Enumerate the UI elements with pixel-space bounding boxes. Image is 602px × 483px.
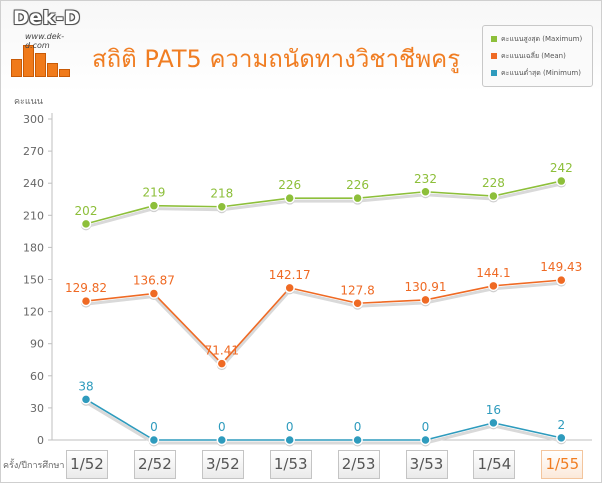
data-point	[148, 288, 160, 299]
y-tick-label: 0	[37, 434, 44, 447]
data-label: 0	[286, 420, 294, 434]
data-point	[488, 190, 499, 202]
chart-title: สถิติ PAT5 ความถนัดทางวิชาชีพครู	[92, 45, 461, 73]
data-point	[148, 200, 160, 211]
legend-label-mean: คะแนนเฉลี่ย (Mean)	[501, 52, 566, 60]
legend-label-max: คะแนนสูงสุด (Maximum)	[501, 35, 583, 43]
data-label: 142.17	[269, 268, 311, 282]
y-tick-label: 180	[23, 241, 44, 254]
data-label: 16	[486, 403, 501, 417]
data-label: 0	[354, 420, 362, 434]
data-label: 219	[142, 186, 165, 200]
dek-d-logo: Dek-D www.dek-d.com	[9, 7, 87, 77]
y-tick-label: 300	[23, 113, 44, 126]
data-point	[420, 186, 431, 198]
logo-bar	[35, 53, 46, 77]
data-point	[352, 434, 363, 446]
y-tick-label: 30	[30, 402, 44, 415]
x-tick-label: 1/55	[541, 450, 584, 479]
legend-item-min: คะแนนต่ำสุด (Minimum)	[491, 68, 581, 79]
legend-swatch-min	[491, 70, 497, 76]
x-tick-label: 1/53	[269, 450, 312, 479]
logo-url: www.dek-d.com	[25, 32, 65, 50]
data-label: 130.91	[405, 280, 447, 294]
legend: คะแนนสูงสุด (Maximum) คะแนนเฉลี่ย (Mean)…	[482, 25, 593, 87]
data-point	[352, 192, 363, 204]
legend-item-max: คะแนนสูงสุด (Maximum)	[491, 34, 582, 45]
data-label: 232	[414, 172, 437, 186]
data-point	[556, 175, 567, 187]
logo-bar	[59, 69, 70, 77]
data-point	[80, 218, 92, 230]
legend-label-min: คะแนนต่ำสุด (Minimum)	[501, 69, 581, 77]
y-tick-label: 270	[23, 145, 44, 158]
series-line	[85, 180, 562, 225]
logo-text: Dek-D	[13, 7, 81, 29]
y-tick-label: 90	[30, 338, 44, 351]
series-line	[85, 279, 562, 365]
data-point	[352, 298, 363, 309]
legend-swatch-max	[491, 36, 497, 42]
logo-bar	[23, 45, 34, 77]
legend-item-mean: คะแนนเฉลี่ย (Mean)	[491, 51, 566, 62]
data-point	[284, 192, 295, 204]
x-tick-label: 3/52	[201, 450, 244, 479]
y-tick-label: 120	[23, 306, 44, 319]
data-point	[488, 417, 499, 429]
y-tick-label: 60	[30, 370, 44, 383]
data-point	[216, 358, 228, 369]
data-label: 228	[482, 176, 505, 190]
y-tick-label: 150	[23, 274, 44, 287]
series-line	[85, 398, 562, 441]
series-line-shadow	[85, 401, 562, 445]
data-label: 218	[210, 187, 233, 201]
y-tick-label: 240	[23, 177, 44, 190]
x-tick-label: 2/52	[133, 450, 176, 479]
x-tick-label: 1/54	[473, 450, 516, 479]
x-tick-label: 2/53	[337, 450, 380, 479]
x-tick-label: 1/52	[66, 450, 108, 479]
header-band: Dek-D www.dek-d.com สถิติ PAT5 ความถนัดท…	[1, 1, 601, 93]
data-label: 202	[75, 204, 98, 218]
y-axis-title: คะแนน	[14, 97, 43, 107]
data-point	[148, 434, 160, 446]
series-line-shadow	[85, 281, 562, 369]
data-label: 226	[346, 178, 369, 192]
data-point	[80, 295, 92, 307]
data-point	[420, 434, 431, 446]
data-label: 71.41	[205, 344, 239, 358]
data-label: 149.43	[540, 260, 582, 274]
x-axis-title: ครั้ง/ปีการศึกษา	[3, 461, 65, 471]
data-point	[216, 201, 228, 212]
data-label: 129.82	[65, 281, 107, 295]
data-point	[80, 394, 92, 405]
data-label: 127.8	[340, 283, 374, 297]
data-label: 0	[218, 420, 226, 434]
data-label: 242	[550, 161, 573, 175]
legend-swatch-mean	[491, 53, 497, 59]
data-label: 0	[422, 420, 430, 434]
series-line-shadow	[85, 182, 562, 229]
data-point	[488, 280, 499, 292]
data-label: 136.87	[133, 274, 175, 288]
data-point	[216, 434, 228, 446]
data-label: 38	[78, 379, 93, 393]
data-point	[556, 432, 567, 444]
data-label: 226	[278, 178, 301, 192]
y-tick-label: 210	[23, 209, 44, 222]
data-point	[284, 434, 295, 446]
data-label: 2	[557, 418, 565, 432]
data-label: 144.1	[476, 266, 510, 280]
logo-bar	[11, 59, 22, 77]
data-point	[556, 274, 567, 286]
logo-bar	[47, 63, 58, 77]
data-point	[420, 294, 431, 306]
x-tick-label: 3/53	[405, 450, 448, 479]
data-label: 0	[150, 420, 158, 434]
data-point	[284, 282, 295, 294]
